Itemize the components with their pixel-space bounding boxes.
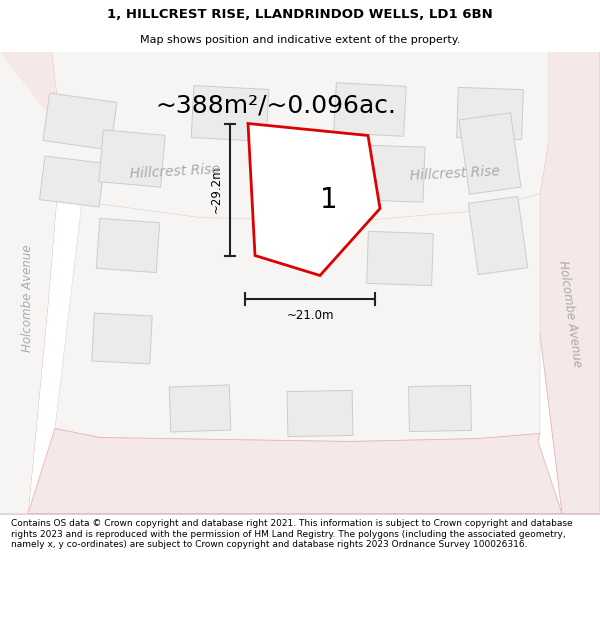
Polygon shape bbox=[457, 88, 523, 139]
Text: Hillcrest Rise: Hillcrest Rise bbox=[410, 164, 500, 183]
Text: ~21.0m: ~21.0m bbox=[286, 309, 334, 322]
Polygon shape bbox=[55, 194, 540, 441]
Text: Contains OS data © Crown copyright and database right 2021. This information is : Contains OS data © Crown copyright and d… bbox=[11, 519, 572, 549]
Polygon shape bbox=[28, 429, 562, 514]
Polygon shape bbox=[99, 130, 165, 187]
Polygon shape bbox=[43, 93, 117, 150]
Polygon shape bbox=[0, 51, 62, 514]
Polygon shape bbox=[169, 385, 231, 432]
Polygon shape bbox=[367, 231, 433, 286]
Polygon shape bbox=[459, 112, 521, 194]
Polygon shape bbox=[55, 134, 548, 221]
Text: 1, HILLCREST RISE, LLANDRINDOD WELLS, LD1 6BN: 1, HILLCREST RISE, LLANDRINDOD WELLS, LD… bbox=[107, 8, 493, 21]
Polygon shape bbox=[52, 51, 548, 179]
Polygon shape bbox=[0, 51, 548, 514]
Text: ~29.2m: ~29.2m bbox=[209, 166, 223, 213]
Text: ~388m²/~0.096ac.: ~388m²/~0.096ac. bbox=[155, 94, 396, 118]
Polygon shape bbox=[287, 391, 353, 437]
Polygon shape bbox=[92, 313, 152, 364]
Text: Holcombe Avenue: Holcombe Avenue bbox=[556, 259, 584, 368]
Polygon shape bbox=[40, 156, 104, 207]
Polygon shape bbox=[334, 82, 406, 136]
Polygon shape bbox=[191, 86, 269, 141]
Polygon shape bbox=[97, 219, 160, 272]
Polygon shape bbox=[525, 51, 600, 514]
Text: Map shows position and indicative extent of the property.: Map shows position and indicative extent… bbox=[140, 35, 460, 45]
Polygon shape bbox=[355, 145, 425, 202]
Polygon shape bbox=[468, 196, 528, 274]
Polygon shape bbox=[248, 124, 380, 276]
Text: 1: 1 bbox=[320, 186, 338, 214]
Polygon shape bbox=[409, 386, 472, 431]
Text: Hillcrest Rise: Hillcrest Rise bbox=[130, 162, 220, 181]
Text: Holcombe Avenue: Holcombe Avenue bbox=[22, 244, 35, 352]
